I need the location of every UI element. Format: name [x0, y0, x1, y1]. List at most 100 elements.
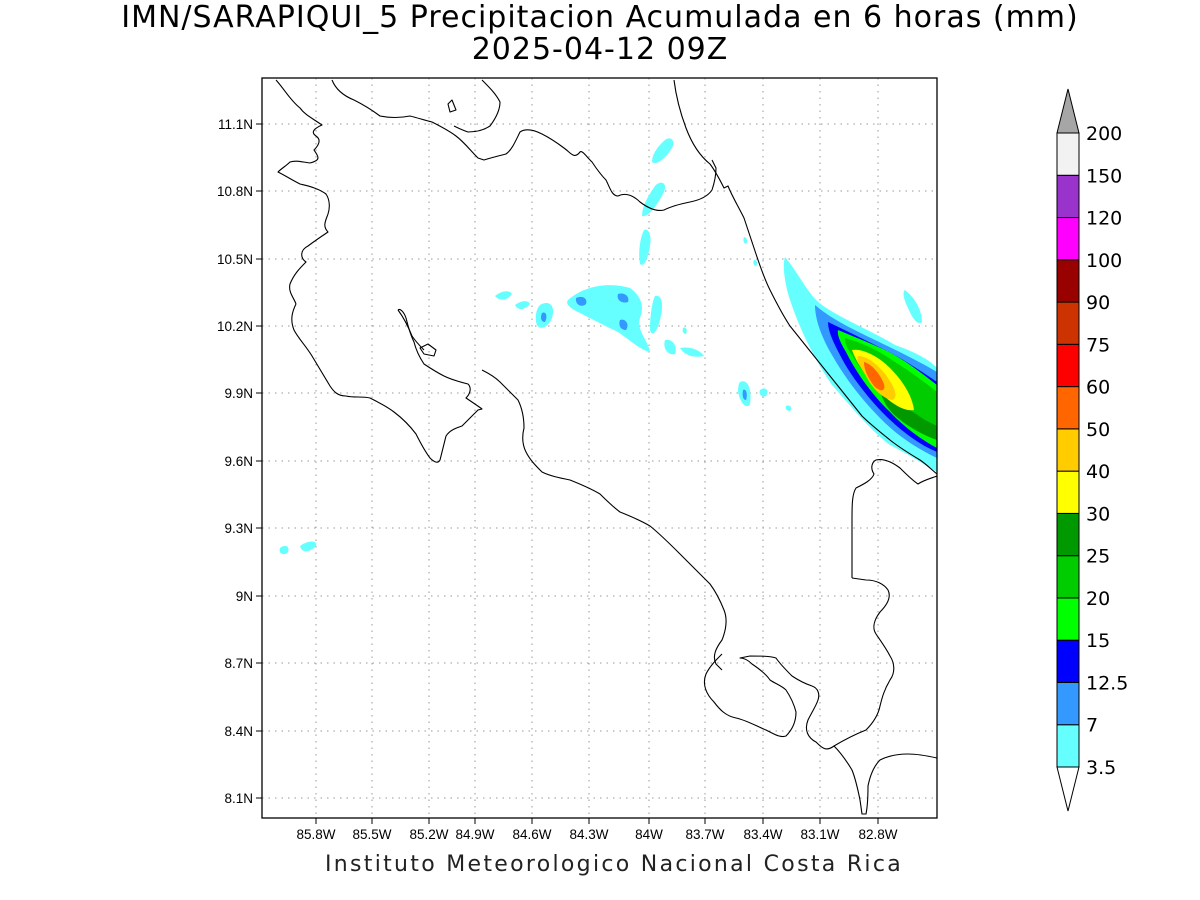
colorbar-label: 40	[1086, 461, 1110, 483]
precip-cell-d	[650, 295, 663, 334]
y-tick-label: 10.2N	[217, 319, 253, 334]
precip-cell-h7	[742, 389, 747, 400]
x-tick-label: 85.5W	[352, 827, 391, 842]
precipitation-field	[279, 138, 937, 555]
colorbar-legend: 3.5 7 12.5 15 20 25 30 40 50 60 75 90 100 120 150 200	[1056, 88, 1128, 812]
footer-credit: Instituto Meteorologico Nacional Costa R…	[324, 852, 904, 877]
axis-labels: 85.8W 85.5W 85.2W 84.9W 84.6W 84.3W 84W 83.7W 83…	[217, 117, 898, 842]
precip-streak-east	[903, 290, 922, 324]
coastline	[275, 79, 938, 815]
x-tick-label: 84.6W	[512, 827, 551, 842]
x-tick-label: 85.2W	[409, 827, 448, 842]
northern-border-lake-shore	[331, 79, 717, 212]
colorbar-segment	[1056, 301, 1080, 345]
title-line-2: 2025-04-12 09Z	[471, 32, 729, 67]
colorbar-segment	[1056, 639, 1080, 683]
precip-cell-central-7b	[617, 293, 629, 303]
graticule	[262, 78, 937, 818]
nicoya-island	[419, 343, 437, 357]
y-tick-label: 9.6N	[224, 454, 253, 469]
colorbar-segment	[1056, 343, 1080, 388]
colorbar-label: 200	[1086, 123, 1122, 145]
y-tick-label: 8.1N	[224, 791, 253, 806]
precip-cell-g	[682, 327, 687, 334]
colorbar-segment	[1056, 470, 1080, 514]
colorbar-label: 7	[1086, 715, 1098, 737]
colorbar-label: 120	[1086, 208, 1122, 230]
y-tick-label: 8.7N	[224, 656, 253, 671]
lake-nicaragua-east-shore	[453, 79, 501, 133]
colorbar-segment	[1056, 132, 1080, 176]
y-tick-label: 8.4N	[224, 724, 253, 739]
y-tick-label: 9.3N	[224, 521, 253, 536]
precip-cell-central-7	[575, 296, 587, 306]
colorbar-segment	[1056, 555, 1080, 599]
colorbar-upper-arrow	[1056, 88, 1080, 134]
colorbar-segment	[1056, 259, 1080, 303]
colorbar-segment	[1056, 681, 1080, 726]
gulf-of-papagayo-coast	[291, 303, 483, 463]
precip-cell-pacific-b	[300, 541, 317, 552]
colorbar-label: 100	[1086, 250, 1122, 272]
title-line-1: IMN/SARAPIQUI_5 Precipitacion Acumulada …	[121, 0, 1079, 35]
x-tick-label: 84W	[635, 827, 663, 842]
nicaragua-border	[275, 79, 330, 305]
panama-border	[851, 458, 938, 578]
colorbar-label: 3.5	[1086, 757, 1116, 779]
colorbar-label: 60	[1086, 377, 1110, 399]
precip-streak-north-c	[639, 229, 651, 265]
y-tick-label: 10.8N	[217, 184, 253, 199]
colorbar-label: 50	[1086, 419, 1110, 441]
x-tick-label: 82.8W	[858, 827, 897, 842]
precip-cell-i	[759, 388, 768, 397]
precip-streak-north-a	[652, 138, 674, 164]
colorbar-segment	[1056, 386, 1080, 430]
nicoya-inner-coast	[397, 309, 425, 351]
lake-island	[447, 99, 457, 113]
colorbar-segment	[1056, 428, 1080, 472]
caribbean-coast	[673, 79, 938, 475]
colorbar-label: 90	[1086, 292, 1110, 314]
x-tick-label: 83.4W	[743, 827, 782, 842]
colorbar-segment	[1056, 174, 1080, 219]
colorbar-segment	[1056, 217, 1080, 261]
y-tick-label: 9N	[236, 589, 253, 604]
chart-title: IMN/SARAPIQUI_5 Precipitacion Acumulada …	[0, 2, 1200, 66]
precip-cell-central-7c	[619, 319, 628, 330]
colorbar-segment	[1056, 597, 1080, 641]
x-tick-label: 84.9W	[455, 827, 494, 842]
precip-cell-central-3-5	[567, 285, 650, 352]
central-pacific-coast	[481, 369, 727, 671]
colorbar-label: 15	[1086, 630, 1110, 652]
precip-cell-west-b	[495, 291, 512, 300]
precip-core-50	[864, 362, 885, 391]
precip-cell-f	[680, 347, 704, 357]
precip-cell-k	[743, 237, 748, 244]
map-frame	[261, 77, 938, 819]
precip-cell-e	[664, 339, 676, 355]
colorbar-segment	[1056, 512, 1080, 557]
colorbar-label: 20	[1086, 588, 1110, 610]
precip-streak-north-b	[642, 182, 666, 217]
colorbar-label: 75	[1086, 334, 1110, 356]
y-tick-label: 10.5N	[217, 252, 253, 267]
precip-cell-west-a7	[541, 312, 547, 322]
colorbar-label: 30	[1086, 503, 1110, 525]
precip-cell-west-c	[515, 301, 530, 310]
x-tick-label: 85.8W	[296, 827, 335, 842]
osa-peninsula-coast	[703, 577, 895, 750]
colorbar-label: 25	[1086, 546, 1110, 568]
precip-cell-j	[785, 405, 792, 411]
x-tick-label: 83.1W	[800, 827, 839, 842]
x-tick-label: 84.3W	[569, 827, 608, 842]
x-tick-label: 83.7W	[685, 827, 724, 842]
colorbar-lower-arrow	[1056, 766, 1080, 812]
colorbar-segment	[1056, 724, 1080, 768]
y-tick-label: 11.1N	[218, 117, 253, 132]
colorbar-label: 150	[1086, 165, 1122, 187]
burica-coast	[833, 745, 938, 815]
colorbar-label: 12.5	[1086, 672, 1128, 694]
precip-cell-pacific-a	[279, 545, 289, 555]
y-tick-label: 9.9N	[224, 386, 253, 401]
